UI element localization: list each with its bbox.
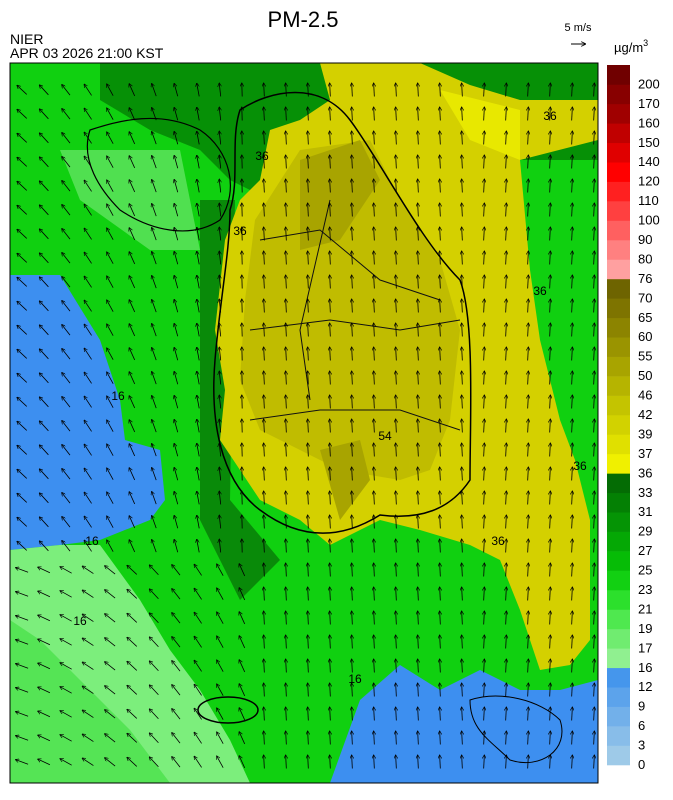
- colorbar-label: 33: [638, 485, 652, 500]
- colorbar-box: [607, 609, 630, 629]
- colorbar-label: 31: [638, 504, 652, 519]
- colorbar-box: [607, 629, 630, 649]
- colorbar-label: 21: [638, 601, 652, 616]
- contour-label: 36: [255, 149, 269, 163]
- colorbar-label: 9: [638, 699, 645, 714]
- colorbar-box: [607, 337, 630, 357]
- colorbar-box: [607, 454, 630, 474]
- colorbar-label: 160: [638, 115, 660, 130]
- colorbar-box: [607, 104, 630, 124]
- colorbar-box: [607, 84, 630, 104]
- colorbar-label: 25: [638, 563, 652, 578]
- title: PM-2.5: [268, 7, 339, 32]
- contour-label: 16: [73, 614, 87, 628]
- colorbar-label: 23: [638, 582, 652, 597]
- colorbar: 0369121617192123252729313336373942465055…: [607, 65, 660, 772]
- colorbar-label: 140: [638, 154, 660, 169]
- colorbar-box: [607, 707, 630, 727]
- colorbar-box: [607, 415, 630, 435]
- colorbar-label: 170: [638, 96, 660, 111]
- colorbar-box: [607, 687, 630, 707]
- colorbar-label: 17: [638, 640, 652, 655]
- colorbar-box: [607, 162, 630, 182]
- colorbar-label: 100: [638, 213, 660, 228]
- colorbar-box: [607, 512, 630, 532]
- colorbar-label: 16: [638, 660, 652, 675]
- colorbar-label: 3: [638, 738, 645, 753]
- colorbar-box: [607, 648, 630, 668]
- colorbar-label: 12: [638, 679, 652, 694]
- colorbar-label: 200: [638, 76, 660, 91]
- unit: µg/m3: [614, 38, 648, 55]
- colorbar-box: [607, 532, 630, 552]
- colorbar-box: [607, 201, 630, 221]
- contour-label: 16: [85, 534, 99, 548]
- colorbar-box: [607, 396, 630, 416]
- colorbar-box: [607, 571, 630, 591]
- colorbar-label: 37: [638, 446, 652, 461]
- contour-label: 36: [543, 109, 557, 123]
- colorbar-label: 110: [638, 193, 659, 208]
- colorbar-box: [607, 221, 630, 241]
- colorbar-label: 120: [638, 174, 660, 189]
- colorbar-label: 65: [638, 310, 652, 325]
- contour-label: 36: [233, 224, 247, 238]
- contour-label: 54: [378, 429, 392, 443]
- contour-label: 36: [573, 459, 587, 473]
- contour-label: 16: [111, 389, 125, 403]
- colorbar-label: 80: [638, 251, 652, 266]
- colorbar-label: 76: [638, 271, 652, 286]
- colorbar-box: [607, 473, 630, 493]
- colorbar-label: 60: [638, 329, 652, 344]
- colorbar-box: [607, 318, 630, 338]
- colorbar-box: [607, 376, 630, 396]
- colorbar-box: [607, 240, 630, 260]
- colorbar-box: [607, 279, 630, 299]
- colorbar-box: [607, 182, 630, 202]
- contour-label: 36: [491, 534, 505, 548]
- colorbar-box: [607, 298, 630, 318]
- colorbar-box: [607, 357, 630, 377]
- colorbar-box: [607, 590, 630, 610]
- colorbar-label: 55: [638, 349, 652, 364]
- colorbar-label: 27: [638, 543, 652, 558]
- colorbar-box: [607, 746, 630, 766]
- colorbar-label: 46: [638, 388, 652, 403]
- colorbar-box: [607, 123, 630, 143]
- colorbar-box: [607, 434, 630, 454]
- colorbar-box: [607, 259, 630, 279]
- colorbar-label: 150: [638, 135, 660, 150]
- colorbar-label: 19: [638, 621, 652, 636]
- colorbar-label: 50: [638, 368, 652, 383]
- colorbar-label: 70: [638, 290, 652, 305]
- unit-base: µg/m: [614, 40, 643, 55]
- colorbar-label: 0: [638, 757, 645, 772]
- colorbar-box: [607, 493, 630, 513]
- colorbar-box: [607, 65, 630, 85]
- colorbar-box: [607, 551, 630, 571]
- map: 36 36 36 36 36 36 54 16 16 16 16: [10, 63, 598, 783]
- timestamp: APR 03 2026 21:00 KST: [10, 45, 164, 61]
- contour-label: 36: [533, 284, 547, 298]
- contour-label: 16: [348, 672, 362, 686]
- colorbar-label: 29: [638, 524, 652, 539]
- wind-scale: 5 m/s: [565, 22, 592, 34]
- colorbar-label: 90: [638, 232, 652, 247]
- unit-exp: 3: [643, 38, 648, 48]
- colorbar-box: [607, 143, 630, 163]
- colorbar-label: 39: [638, 426, 652, 441]
- colorbar-label: 42: [638, 407, 652, 422]
- colorbar-label: 36: [638, 465, 652, 480]
- colorbar-box: [607, 668, 630, 688]
- colorbar-box: [607, 726, 630, 746]
- colorbar-label: 6: [638, 718, 645, 733]
